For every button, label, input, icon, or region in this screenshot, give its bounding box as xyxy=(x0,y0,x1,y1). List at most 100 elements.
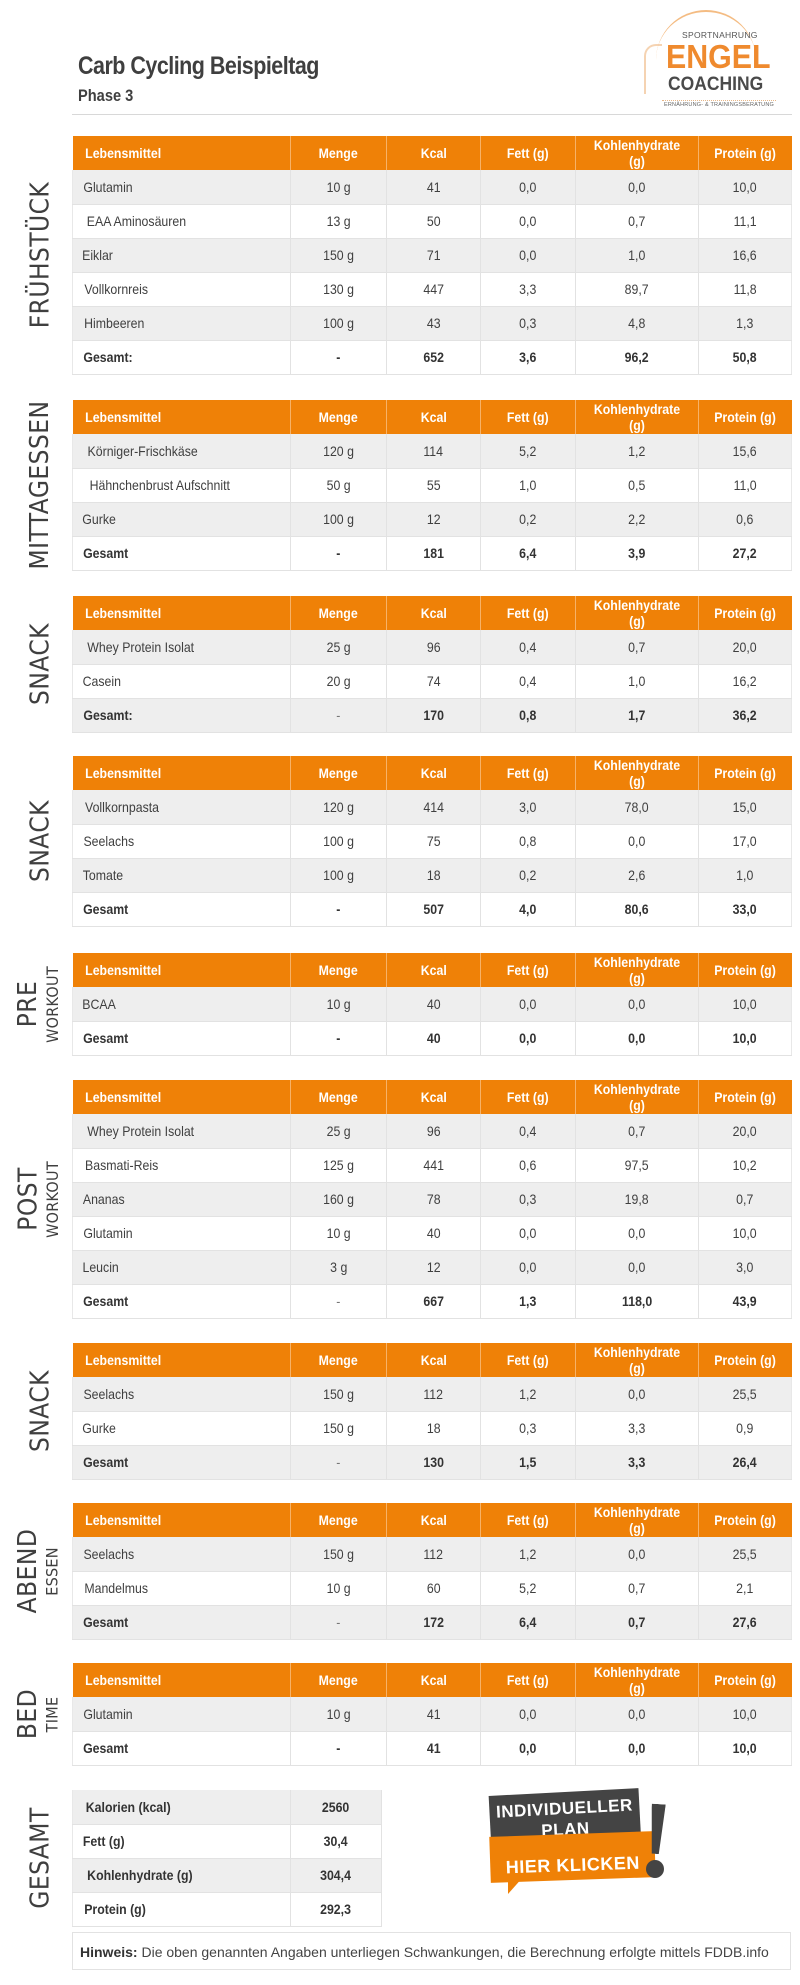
table-cell: 96 xyxy=(386,630,481,665)
cell-value: 6,4 xyxy=(519,545,537,561)
cell-value: 414 xyxy=(423,798,444,815)
table-cell: Gesamt: xyxy=(72,698,291,733)
table-row: Vollkornpasta 120 g 414 3,0 78,0 15,0 xyxy=(72,790,792,825)
column-header-label: Menge xyxy=(318,409,359,425)
cell-value: Gesamt xyxy=(83,1030,129,1046)
table-cell: 43 xyxy=(386,306,481,341)
cell-value: 78 xyxy=(426,1191,441,1207)
cell-value: 27,2 xyxy=(733,545,757,561)
meal-label-small: WORKOUT xyxy=(42,1160,62,1238)
hint-label: Hinweis: xyxy=(80,1944,138,1960)
table-cell: 0,5 xyxy=(575,468,699,503)
cell-value: 43 xyxy=(426,315,441,331)
column-header: Menge xyxy=(290,1343,387,1377)
column-header: Protein (g) xyxy=(698,1080,792,1114)
table-cell: 40 xyxy=(386,1216,481,1251)
column-header-label: Menge xyxy=(318,1089,359,1105)
table-row: Casein 20 g 74 0,4 1,0 16,2 xyxy=(72,664,792,699)
nutrition-table: Lebensmittel Menge Kcal Fett (g) Kohlenhydra… xyxy=(72,596,792,733)
individual-plan-cta-button[interactable]: INDIVIDUELLER PLAN HIER KLICKEN xyxy=(482,1782,682,1902)
column-header-label: Protein (g) xyxy=(714,962,777,978)
table-cell: 27,6 xyxy=(698,1605,792,1640)
table-cell: 0,7 xyxy=(575,1571,699,1606)
table-cell: 0,0 xyxy=(575,1731,699,1766)
table-cell: 0,4 xyxy=(480,630,576,665)
cell-value: 150 g xyxy=(323,1385,354,1402)
table-cell: Whey Protein Isolat xyxy=(72,630,291,665)
column-header: Kohlenhydrate (g) xyxy=(575,400,699,434)
meal-label-big: BED xyxy=(12,1688,43,1740)
table-row: Glutamin 10 g 40 0,0 0,0 10,0 xyxy=(72,1216,792,1251)
column-header-label: Protein (g) xyxy=(714,605,777,621)
column-header-label: Lebensmittel xyxy=(84,605,161,621)
total-row: Gesamt - 130 1,5 3,3 26,4 xyxy=(72,1445,792,1480)
table-cell: Vollkornpasta xyxy=(72,790,291,825)
column-header: Kcal xyxy=(386,1503,481,1537)
cell-value: Gesamt xyxy=(83,901,129,917)
meal-label: POST WORKOUT xyxy=(0,1080,68,1318)
cell-value: Protein (g) xyxy=(84,1901,146,1917)
table-cell: 0,0 xyxy=(575,170,699,205)
cell-value: 100 g xyxy=(323,511,354,527)
table-cell: 15,0 xyxy=(698,790,792,825)
table-cell: 100 g xyxy=(290,502,387,537)
cell-value: Vollkornpasta xyxy=(85,798,160,815)
column-header-label: Kcal xyxy=(420,1512,447,1528)
table-cell: 15,6 xyxy=(698,434,792,469)
table-cell: 16,6 xyxy=(698,238,792,273)
summary-label: GESAMT xyxy=(0,1790,68,1926)
cell-value: 0,0 xyxy=(519,1225,537,1241)
table-cell: 50,8 xyxy=(698,340,792,375)
table-cell: Tomate xyxy=(72,858,291,893)
engel-coaching-logo[interactable]: SPORTNAHRUNG ENGEL COACHING ERNÄHRUNG- &… xyxy=(636,4,786,108)
cell-value: 10,0 xyxy=(733,1705,757,1722)
cell-value: 0,0 xyxy=(519,1259,537,1275)
table-cell: Casein xyxy=(72,664,291,699)
meal-label: ABEND ESSEN xyxy=(0,1503,68,1639)
column-header: Menge xyxy=(290,136,387,170)
column-header: Protein (g) xyxy=(698,400,792,434)
column-header-label: Kcal xyxy=(420,145,447,161)
table-cell: 0,0 xyxy=(480,1731,576,1766)
cell-value: Basmati-Reis xyxy=(84,1157,159,1173)
cell-value: 0,5 xyxy=(628,477,646,493)
cell-value: Mandelmus xyxy=(84,1580,149,1596)
table-row: Whey Protein Isolat 25 g 96 0,4 0,7 20,0 xyxy=(72,1114,792,1149)
table-cell: Hähnchenbrust Aufschnitt xyxy=(72,468,291,503)
table-cell: Seelachs xyxy=(72,1537,291,1572)
cell-value: 0,0 xyxy=(628,995,646,1012)
cell-value: 50,8 xyxy=(733,349,757,365)
column-header-label: Menge xyxy=(318,765,359,781)
cell-value: 97,5 xyxy=(625,1157,649,1173)
cell-value: 0,0 xyxy=(519,178,537,195)
column-header-label: Lebensmittel xyxy=(84,765,161,781)
column-header: Kcal xyxy=(386,953,481,987)
hint-text: Die oben genannten Angaben unterliegen S… xyxy=(137,1944,769,1960)
cell-value: 1,0 xyxy=(519,477,537,493)
table-cell: 1,3 xyxy=(698,306,792,341)
cell-value: Glutamin xyxy=(83,1225,133,1241)
table-cell: 150 g xyxy=(290,1411,387,1446)
table-header-row: Lebensmittel Menge Kcal Fett (g) Kohlenhydra… xyxy=(72,953,792,987)
cell-value: 16,2 xyxy=(733,673,757,689)
cell-value: 0,0 xyxy=(628,1705,646,1722)
column-header: Lebensmittel xyxy=(72,1343,291,1377)
table-row: Whey Protein Isolat 25 g 96 0,4 0,7 20,0 xyxy=(72,630,792,665)
table-cell: - xyxy=(290,698,387,733)
column-header: Menge xyxy=(290,1663,387,1697)
cell-value: 36,2 xyxy=(733,707,757,723)
nutrition-table: Lebensmittel Menge Kcal Fett (g) Kohlenhydra… xyxy=(72,1503,792,1640)
table-cell: 19,8 xyxy=(575,1182,699,1217)
table-cell: 112 xyxy=(386,1377,481,1412)
cell-value: 2560 xyxy=(322,1798,350,1815)
cell-value: 10 g xyxy=(326,1580,351,1596)
table-cell: 96,2 xyxy=(575,340,699,375)
table-cell: 12 xyxy=(386,1250,481,1285)
column-header-label: Kcal xyxy=(420,1089,447,1105)
table-row: EAA Aminosäuren 13 g 50 0,0 0,7 11,1 xyxy=(72,204,792,239)
cell-value: 0,0 xyxy=(628,1259,646,1275)
table-cell: Gurke xyxy=(72,502,291,537)
cell-value: 11,1 xyxy=(733,213,757,229)
column-header: Kcal xyxy=(386,756,481,790)
cell-value: 16,6 xyxy=(733,247,757,263)
